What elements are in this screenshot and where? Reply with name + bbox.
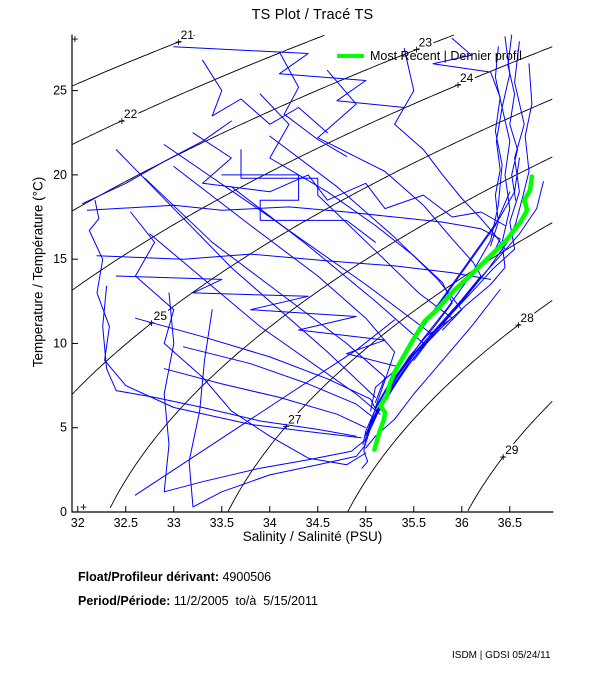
- ts-profile-line: [82, 120, 232, 205]
- contour-label: 28: [520, 311, 534, 325]
- ts-profile-line: [221, 174, 376, 243]
- isopycnal-contour-24: [71, 46, 553, 291]
- isopycnal-contour-26: [109, 156, 553, 508]
- axes-spines: [71, 34, 554, 513]
- float-id-label: Float/Profileur dérivant:: [78, 570, 219, 584]
- credit-text: ISDM | GDSI 05/24/11: [452, 650, 551, 661]
- float-id-line: Float/Profileur dérivant: 4900506: [78, 570, 271, 584]
- ts-profile-line: [115, 149, 376, 398]
- x-tick-label: 35: [359, 516, 373, 530]
- ts-profile-line: [134, 317, 378, 414]
- contour-label-marker: +: [500, 450, 507, 464]
- ts-profile-line: [86, 204, 501, 260]
- contour-label: 27: [288, 412, 302, 426]
- isopycnal-contour-28: [347, 300, 553, 512]
- y-tick-label: 15: [53, 252, 67, 266]
- ts-profile-line: [163, 368, 367, 429]
- ts-profile-line: [365, 36, 511, 444]
- contour-label-marker: +: [454, 78, 461, 92]
- x-tick-label: 34: [263, 516, 277, 530]
- float-id-value: 4900506: [219, 570, 272, 584]
- contour-label: 29: [505, 443, 519, 457]
- period-value: 11/2/2005 to/à 5/15/2011: [170, 594, 318, 608]
- y-tick-label: 0: [60, 505, 67, 519]
- most-recent-profile-line: [372, 174, 535, 452]
- ts-profile-line: [182, 346, 374, 419]
- contour-label: 21: [181, 28, 195, 42]
- x-tick-label: 32.5: [114, 516, 138, 530]
- contour-label: 24: [460, 71, 474, 85]
- ts-profile-line: [507, 34, 518, 201]
- ts-profile-line: [130, 211, 367, 466]
- x-axis-label: Salinity / Salinité (PSU): [242, 529, 383, 544]
- ts-profile-line: [365, 37, 503, 435]
- contour-label-marker: +: [515, 318, 522, 332]
- ts-profile-line: [163, 144, 434, 361]
- ts-profile-line: [361, 437, 369, 469]
- ts-profile-line: [202, 59, 328, 134]
- isopycnal-contour-29: [467, 401, 553, 512]
- ts-profile-line: [96, 253, 492, 280]
- x-tick-label: 33.5: [210, 516, 234, 530]
- y-tick-label: 20: [53, 168, 67, 182]
- isopycnal-contour-23: [71, 34, 455, 212]
- contour-label-marker: +: [118, 114, 125, 128]
- y-axis-label: Temperature / Température (°C): [30, 176, 46, 368]
- contour-label: 22: [124, 107, 138, 121]
- plus-marker: +: [71, 32, 78, 46]
- contour-label-marker: +: [175, 35, 182, 49]
- x-tick-label: 34.5: [306, 516, 330, 530]
- x-tick-label: 36: [455, 516, 469, 530]
- page-title: TS Plot / Tracé TS: [251, 7, 374, 23]
- x-tick-label: 35.5: [402, 516, 426, 530]
- period-label: Period/Période:: [78, 594, 171, 608]
- y-tick-label: 10: [53, 336, 67, 350]
- ts-profile-line: [240, 149, 453, 336]
- ts-profile-line: [188, 309, 367, 508]
- isopycnal-contour-21: [71, 35, 195, 87]
- y-tick-label: 25: [53, 84, 67, 98]
- ts-profile-line: [144, 177, 386, 403]
- x-tick-label: 36.5: [498, 516, 522, 530]
- contour-label-marker: +: [283, 419, 290, 433]
- ts-profile-line: [173, 46, 405, 108]
- ts-profile-line: [88, 199, 362, 439]
- ts-profile-line: [490, 46, 503, 247]
- ts-profile-line: [149, 233, 381, 415]
- ts-profile-line: [163, 292, 367, 493]
- ts-profile-line: [102, 285, 357, 437]
- isopycnal-contour-27: [227, 222, 553, 513]
- contour-label: 25: [154, 309, 168, 323]
- period-line: Period/Période: 11/2/2005 to/à 5/15/2011: [78, 594, 318, 608]
- ts-profile-line: [365, 289, 501, 449]
- ts-profile-line: [173, 166, 396, 408]
- y-tick-label: 5: [60, 421, 67, 435]
- contour-label: 23: [419, 36, 433, 50]
- legend-line-sample: [337, 54, 364, 58]
- contour-label-marker: +: [413, 43, 420, 57]
- legend-label: Most Recent | Dernier profil: [370, 49, 522, 63]
- ts-profile-line: [269, 135, 463, 331]
- x-tick-label: 32: [71, 516, 85, 530]
- x-tick-label: 33: [167, 516, 181, 530]
- ts-profile-line: [230, 186, 424, 392]
- ts-profile-line: [134, 319, 396, 496]
- legend: Most Recent | Dernier profil: [337, 49, 522, 63]
- ts-profile-line: [192, 132, 506, 226]
- ts-profile-line: [278, 51, 348, 157]
- plus-marker: +: [80, 500, 87, 514]
- ts-profile-line: [362, 191, 511, 446]
